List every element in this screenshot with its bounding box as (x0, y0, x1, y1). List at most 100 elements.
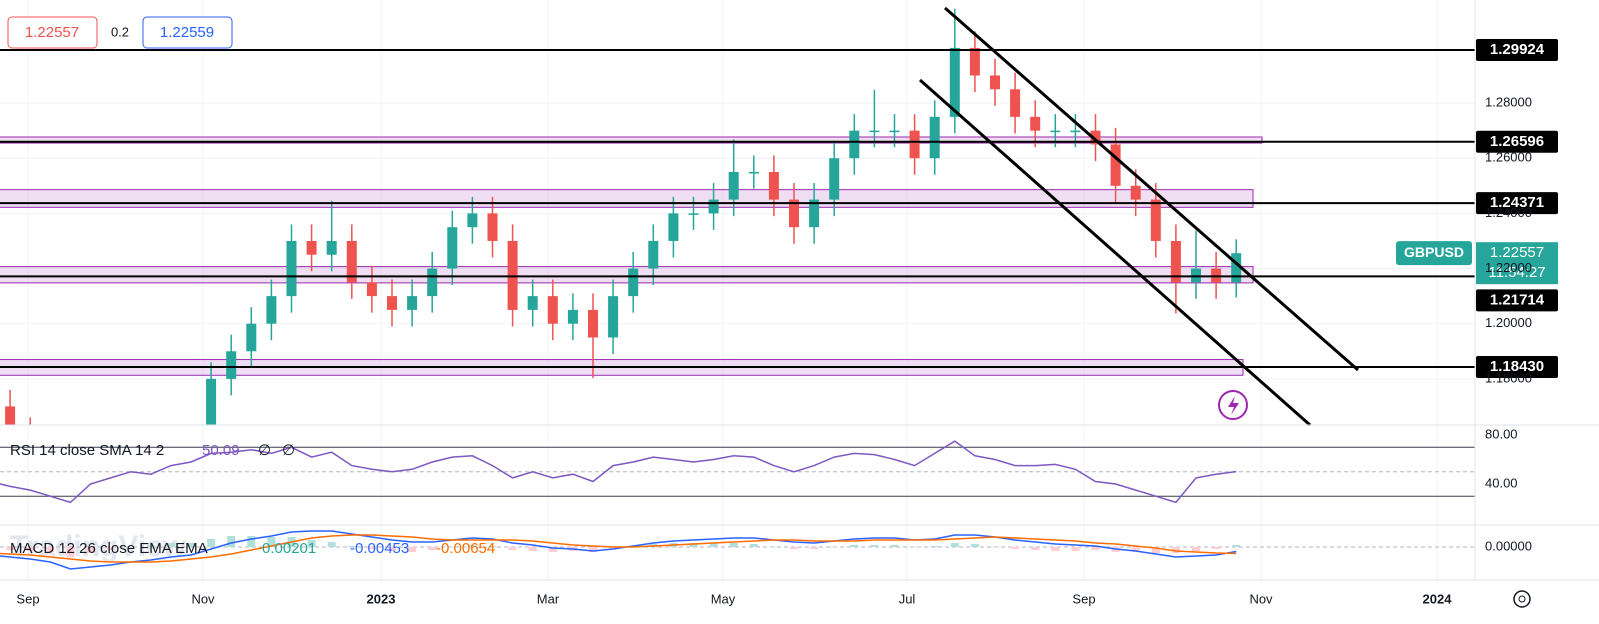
na-label: ∅ (258, 442, 271, 459)
macd-histogram (207, 539, 216, 547)
candle-body (949, 47, 960, 117)
candle-body (286, 240, 297, 297)
candle-body (829, 158, 840, 200)
macd-histogram (66, 547, 75, 557)
ask-box[interactable] (142, 16, 233, 49)
candle-body (728, 172, 739, 200)
macd-histogram (749, 544, 758, 547)
candle-body (266, 296, 277, 324)
macd-histogram (1151, 547, 1160, 553)
macd-histogram (991, 547, 999, 548)
candle-body (366, 282, 377, 297)
macd-histogram (347, 546, 356, 547)
macd-histogram (810, 547, 819, 549)
candle-body (45, 462, 55, 490)
candle-body (5, 406, 16, 425)
x-tick-label: Sep (1072, 591, 1095, 606)
macd-histogram (890, 545, 899, 547)
level-label-box (1476, 130, 1558, 153)
candle-body (346, 240, 357, 283)
rsi-value: 50.09 (202, 442, 240, 459)
candle-body (326, 240, 337, 255)
macd-histogram (307, 540, 316, 547)
candle-body (567, 309, 578, 324)
macd-histogram (367, 547, 376, 549)
level-label: 1.29924 (1490, 41, 1545, 58)
x-tick-label: Mar (537, 591, 560, 606)
macd-histogram (488, 546, 497, 547)
candle-body (889, 130, 900, 133)
rsi-tick-label: 40.00 (1485, 475, 1518, 490)
macd-tick-label: 0.00000 (1485, 538, 1532, 553)
macd-histogram (528, 547, 537, 551)
macd-histogram (729, 543, 738, 547)
x-tick-label: Nov (191, 591, 215, 606)
candle-body (1090, 130, 1101, 145)
bid-box[interactable] (7, 16, 98, 49)
candle-body (648, 240, 659, 269)
symbol-label: GBPUSD (1404, 244, 1464, 260)
macd-histogram (267, 537, 276, 547)
zone (0, 136, 1263, 144)
macd-histogram (930, 546, 939, 547)
channel-upper (944, 6, 1359, 372)
bid-price: 1.22557 (25, 24, 79, 41)
macd-histogram (589, 547, 597, 552)
candle-body (909, 130, 920, 159)
candle-body (869, 130, 880, 133)
candle-body (206, 378, 217, 425)
zone (0, 266, 1254, 284)
candle-body (1150, 199, 1161, 241)
levels: 1.29924 1.26596 1.24371 1.21714 1.18430 GBPUS… (0, 39, 1558, 379)
y-tick-label: 1.22000 (1485, 260, 1532, 275)
y-tick-label: 1.24000 (1485, 205, 1532, 220)
candle-body (226, 351, 237, 379)
macd-histogram (548, 547, 557, 552)
macd-histogram (950, 543, 959, 547)
macd-histogram (1071, 547, 1080, 551)
macd-histogram (1011, 547, 1020, 549)
candle-body (768, 172, 779, 200)
macd-histogram (468, 545, 477, 547)
macd-histogram (689, 543, 698, 547)
last-price-label: 1.22557 (1490, 244, 1544, 261)
level-label-box (1476, 39, 1558, 62)
macd-value: -0.00453 (350, 540, 409, 557)
signal-value: -0.00654 (436, 540, 495, 557)
candle-body (1130, 185, 1141, 200)
macd-histogram (790, 547, 798, 549)
candle-body (1030, 116, 1041, 131)
candle-body (628, 268, 639, 297)
level-label-box (1476, 289, 1558, 312)
spread: 0.2 (111, 24, 129, 39)
candle-body (789, 199, 799, 228)
watermark: TradingView (10, 530, 187, 563)
level-label-box (1476, 356, 1558, 379)
rsi-tick-label: 80.00 (1485, 426, 1518, 441)
candle-body (929, 116, 940, 159)
macd-histogram (408, 547, 417, 552)
candle-body (708, 199, 719, 214)
candle-body (608, 296, 619, 338)
candle-body (588, 309, 598, 338)
x-tick-label: Jul (899, 591, 916, 606)
quote-box: 1.22557 0.2 1.22559 (7, 16, 233, 49)
x-tick-label: 2024 (1423, 591, 1453, 606)
level-label: 1.21714 (1490, 291, 1545, 308)
macd-histogram (1091, 547, 1100, 550)
candle-body (1050, 130, 1061, 133)
candle-body (668, 213, 679, 241)
macd-histogram (448, 547, 457, 548)
rsi-name: RSI 14 close SMA 14 2 (10, 442, 164, 459)
alert-icon[interactable] (1218, 390, 1248, 420)
macd-hist-value: 0.00201 (262, 540, 316, 557)
settings-icon[interactable] (1513, 590, 1531, 608)
macd-histogram (1212, 547, 1221, 549)
macd-name: MACD 12 26 close EMA EMA (10, 540, 208, 557)
candle-body (990, 75, 1000, 90)
level-label: 1.26596 (1490, 133, 1544, 150)
countdown: 11:54:27 (1488, 264, 1545, 281)
level-label: 1.24371 (1490, 194, 1544, 211)
x-tick-label: Sep (16, 591, 39, 606)
